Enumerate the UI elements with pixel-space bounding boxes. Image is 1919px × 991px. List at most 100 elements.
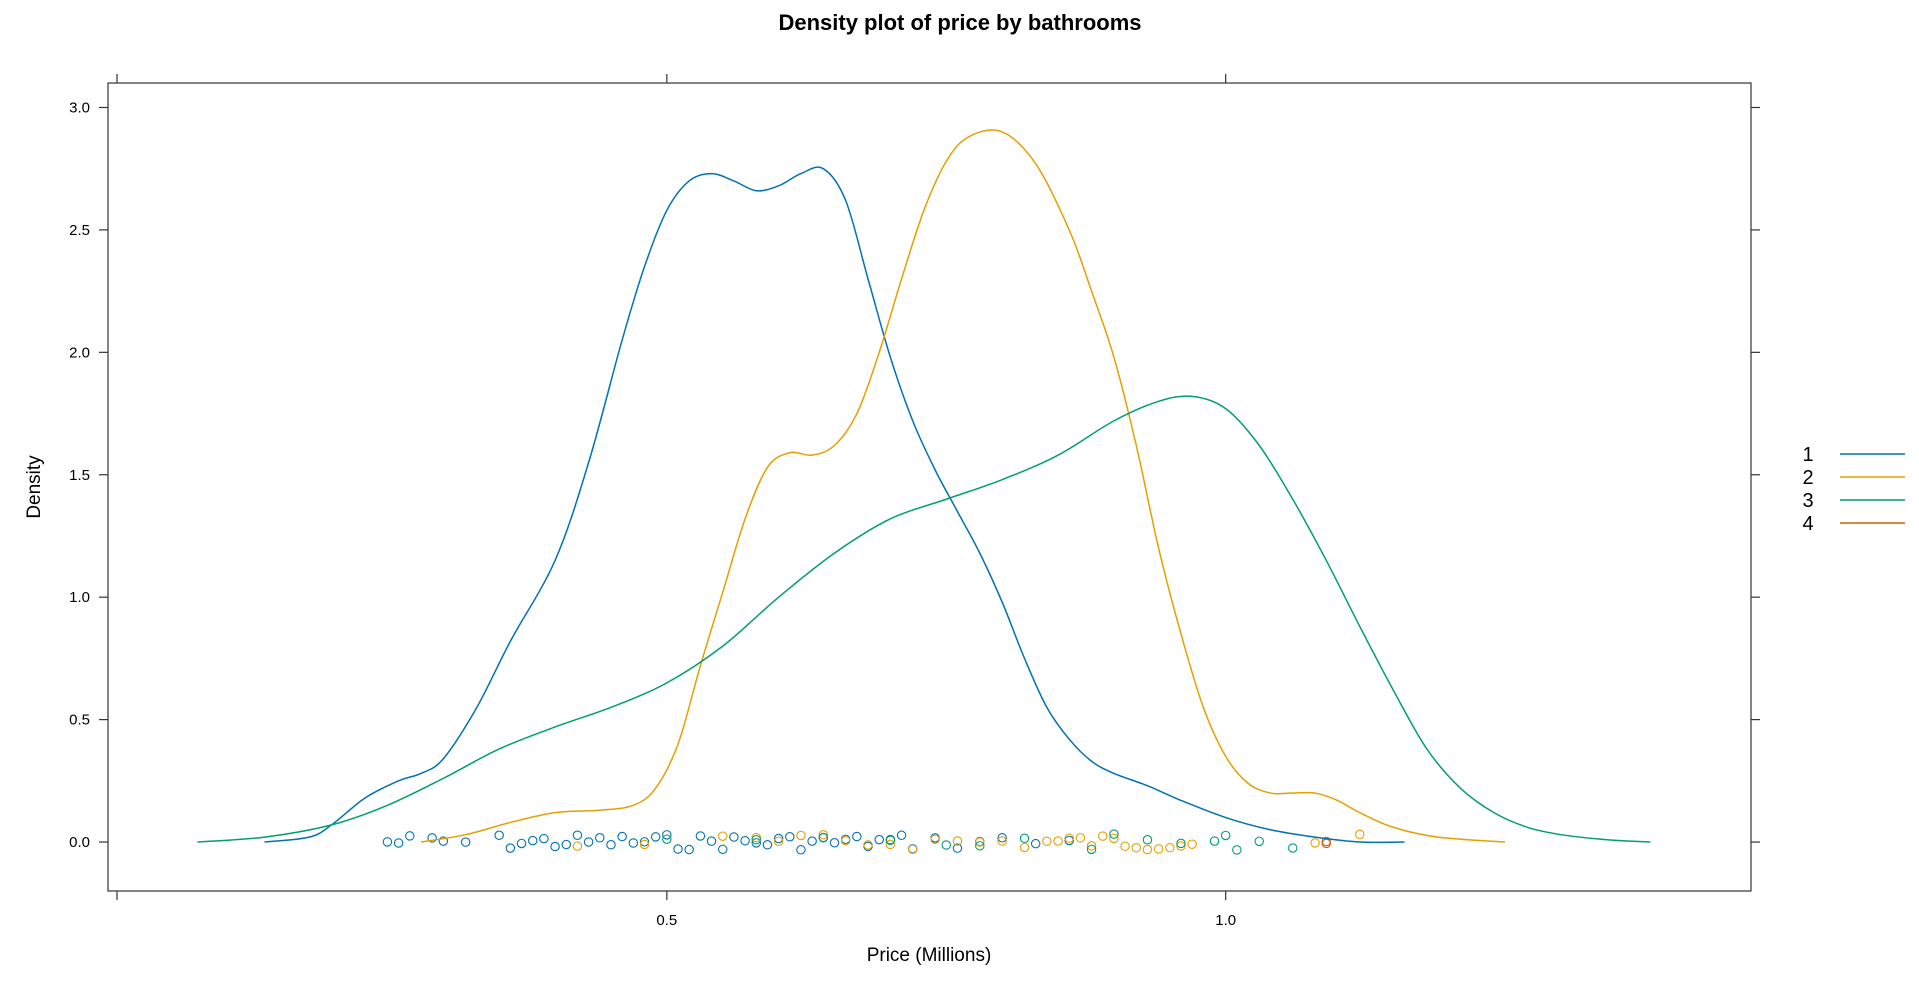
rug-point xyxy=(617,831,627,842)
rug-point xyxy=(1321,836,1332,847)
x-tick-label: 1.0 xyxy=(1215,912,1236,929)
rug-point xyxy=(1220,830,1231,841)
rug-point xyxy=(762,840,773,850)
rug-point xyxy=(460,837,471,847)
rug-point xyxy=(885,839,896,850)
rug-point xyxy=(628,838,639,848)
series-1-line xyxy=(264,166,1405,844)
rug-point xyxy=(1209,836,1220,846)
rug-point xyxy=(1142,835,1153,845)
density-lines xyxy=(197,129,1651,844)
rug-point xyxy=(818,830,829,840)
rug-point xyxy=(1176,838,1186,849)
rug-point xyxy=(1153,844,1164,854)
rug-point xyxy=(907,844,918,855)
rug-point xyxy=(639,839,650,850)
rug-point xyxy=(706,836,717,846)
rug-point xyxy=(773,833,784,844)
legend-label: 3 xyxy=(1802,490,1813,512)
legend-label: 1 xyxy=(1802,444,1813,466)
rug-point xyxy=(1097,831,1108,841)
rug-point xyxy=(1131,843,1142,853)
rug-point xyxy=(572,841,583,851)
rug-point xyxy=(1120,841,1130,852)
rug-point xyxy=(874,834,884,845)
rug-points xyxy=(382,829,1365,855)
rug-point xyxy=(840,835,851,846)
rug-point xyxy=(997,836,1007,846)
rug-point xyxy=(1310,838,1320,848)
rug-point xyxy=(740,835,750,846)
rug-point xyxy=(1165,843,1175,853)
rug-point xyxy=(896,830,907,841)
y-axis-label: Density xyxy=(24,455,45,519)
rug-point xyxy=(729,832,739,842)
legend-label: 4 xyxy=(1802,513,1813,535)
y-tick-label: 2.5 xyxy=(69,222,90,239)
rug-point xyxy=(1019,842,1030,853)
rug-point xyxy=(427,833,437,843)
y-tick-label: 3.0 xyxy=(69,99,90,116)
y-tick-label: 1.5 xyxy=(69,467,90,484)
rug-point xyxy=(662,834,672,844)
y-tick-label: 2.0 xyxy=(69,344,90,361)
y-tick-label: 1.0 xyxy=(69,589,90,606)
rug-point xyxy=(673,844,683,854)
rug-point xyxy=(650,832,661,842)
rug-point xyxy=(550,841,560,852)
plot-frame xyxy=(107,82,1752,892)
rug-point xyxy=(1176,841,1186,851)
rug-point xyxy=(818,832,829,843)
rug-point xyxy=(717,831,728,841)
rug-point xyxy=(1321,838,1332,849)
rug-point xyxy=(852,831,862,842)
rug-point xyxy=(1019,833,1030,844)
rug-point xyxy=(639,837,650,847)
rug-point xyxy=(975,837,985,847)
rug-point xyxy=(393,838,404,848)
rug-point xyxy=(561,839,572,850)
y-tick-label: 0.0 xyxy=(69,834,90,851)
rug-point xyxy=(1086,844,1097,855)
rug-point xyxy=(438,836,449,846)
legend-label: 2 xyxy=(1802,467,1813,489)
rug-point xyxy=(1042,836,1052,846)
rug-point xyxy=(751,838,762,848)
rug-point xyxy=(1287,843,1298,853)
rug-point xyxy=(539,833,549,844)
axis-ticks: 0.0 0.5 1.0 1.5 2.0 2.5 3.0 0.5 1.0 xyxy=(69,74,1760,929)
rug-point xyxy=(941,840,952,850)
rug-point xyxy=(975,841,985,851)
rug-point xyxy=(1232,845,1242,855)
rug-point xyxy=(1064,833,1074,844)
rug-point xyxy=(1086,841,1097,851)
rug-point xyxy=(527,835,538,846)
rug-point xyxy=(829,838,840,848)
y-tick-label: 0.5 xyxy=(69,712,90,729)
rug-point xyxy=(1109,833,1119,844)
rug-point xyxy=(1109,829,1119,839)
rug-point xyxy=(1355,829,1365,840)
rug-point xyxy=(751,832,762,843)
series-3-line xyxy=(197,395,1651,843)
plot-panel xyxy=(107,82,1752,892)
rug-point xyxy=(1053,836,1063,846)
rug-point xyxy=(885,835,896,846)
rug-point xyxy=(572,830,583,841)
rug-point xyxy=(785,832,795,842)
rug-point xyxy=(1075,833,1086,843)
rug-point xyxy=(952,843,963,853)
rug-point xyxy=(684,844,694,855)
rug-point xyxy=(997,833,1007,843)
rug-point xyxy=(1030,838,1041,849)
rug-point xyxy=(751,835,762,845)
x-tick-label: 0.5 xyxy=(656,912,677,929)
rug-point xyxy=(595,833,605,843)
rug-point xyxy=(494,830,504,841)
rug-point xyxy=(1254,836,1264,847)
rug-point xyxy=(773,836,784,846)
rug-point xyxy=(606,840,616,850)
rug-point xyxy=(382,837,393,847)
